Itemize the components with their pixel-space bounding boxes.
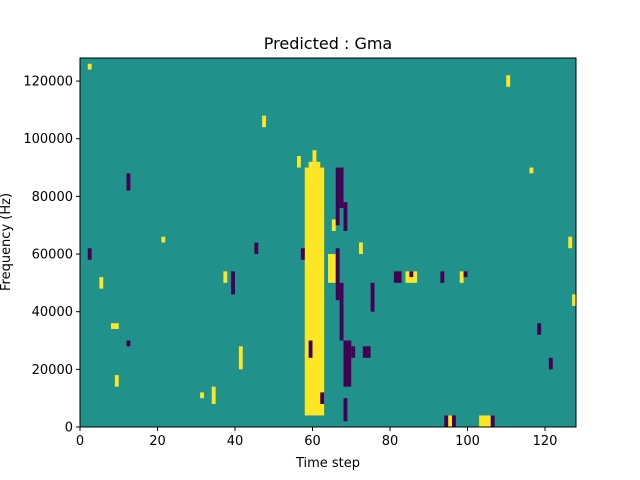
heatmap-cell-1 bbox=[308, 161, 321, 168]
x-tick-label: 100 bbox=[455, 434, 480, 449]
x-tick-label: 20 bbox=[149, 434, 166, 449]
heatmap-cell-44 bbox=[459, 271, 464, 283]
heatmap-cell-3 bbox=[300, 248, 305, 260]
heatmap-cell-24 bbox=[490, 415, 495, 427]
heatmap-cell-46 bbox=[506, 75, 511, 87]
heatmap-cell-6 bbox=[335, 167, 340, 226]
heatmap-cell-51 bbox=[537, 323, 542, 335]
heatmap-cell-37 bbox=[238, 346, 243, 370]
chart-title: Predicted : Gma bbox=[264, 34, 392, 53]
x-tick-label: 40 bbox=[227, 434, 244, 449]
heatmap-cell-33 bbox=[200, 392, 205, 399]
y-tick-label: 100000 bbox=[23, 132, 73, 147]
heatmap-cell-42 bbox=[320, 392, 325, 404]
heatmap-cell-29 bbox=[114, 375, 119, 387]
x-axis-label: Time step bbox=[295, 456, 360, 471]
heatmap-cell-40 bbox=[297, 156, 301, 168]
y-axis-label: Frequency (Hz) bbox=[0, 193, 14, 291]
y-tick-label: 80000 bbox=[32, 190, 73, 205]
heatmap-cell-36 bbox=[231, 271, 236, 295]
y-tick-label: 40000 bbox=[32, 305, 73, 320]
heatmap-cell-22 bbox=[452, 415, 456, 427]
heatmap-cell-13 bbox=[351, 346, 356, 358]
heatmap-cell-34 bbox=[211, 386, 216, 404]
heatmap-cell-5 bbox=[331, 219, 336, 231]
heatmap-cell-19 bbox=[409, 271, 414, 278]
x-tick-label: 120 bbox=[533, 434, 558, 449]
y-tick-label: 120000 bbox=[23, 75, 73, 90]
heatmap-cell-41 bbox=[308, 340, 313, 358]
heatmap-cell-14 bbox=[362, 346, 371, 358]
x-tick-label: 0 bbox=[76, 434, 84, 449]
x-tick-label: 80 bbox=[382, 434, 399, 449]
heatmap-cell-26 bbox=[87, 248, 92, 260]
heatmap-cell-50 bbox=[572, 294, 577, 306]
heatmap-cell-4 bbox=[328, 254, 336, 283]
heatmap-cell-7 bbox=[339, 167, 344, 208]
heatmap-cell-15 bbox=[359, 242, 363, 255]
heatmap-cell-32 bbox=[161, 236, 166, 243]
heatmap-cell-16 bbox=[370, 282, 375, 312]
heatmap-cell-28 bbox=[111, 323, 119, 329]
plot-frame bbox=[79, 57, 577, 428]
heatmap-cell-17 bbox=[393, 271, 402, 283]
y-tick-label: 0 bbox=[65, 421, 73, 436]
heatmap-cell-35 bbox=[223, 271, 228, 283]
heatmap-cell-0 bbox=[304, 167, 325, 416]
heatmap-cell-21 bbox=[444, 415, 449, 427]
y-tick-label: 20000 bbox=[32, 363, 73, 378]
heatmap-cell-43 bbox=[440, 271, 445, 283]
heatmap-cell-20 bbox=[448, 415, 453, 427]
heatmap-cell-8 bbox=[343, 202, 348, 231]
heatmap-cell-47 bbox=[529, 167, 534, 174]
heatmap-cell-25 bbox=[87, 63, 92, 70]
heatmap-cell-49 bbox=[568, 236, 573, 249]
heatmap-area bbox=[79, 57, 577, 428]
y-axis: 0 20000 40000 60000 80000 100000 120000 bbox=[23, 75, 80, 436]
heatmap-cell-10 bbox=[339, 282, 344, 341]
heatmap-cell-45 bbox=[463, 271, 468, 278]
heatmap-background bbox=[80, 58, 576, 427]
heatmap-cell-23 bbox=[479, 415, 491, 427]
heatmap-cell-30 bbox=[126, 340, 131, 347]
x-tick-label: 60 bbox=[304, 434, 321, 449]
heatmap-cell-31 bbox=[126, 173, 131, 191]
heatmap-cell-38 bbox=[254, 242, 259, 255]
x-axis: 0 20 40 60 80 100 120 bbox=[76, 427, 558, 449]
heatmap-cells bbox=[87, 63, 577, 427]
heatmap-cell-12 bbox=[343, 398, 348, 422]
heatmap-cell-39 bbox=[262, 115, 267, 128]
heatmap-cell-11 bbox=[343, 340, 352, 387]
y-tick-label: 60000 bbox=[32, 248, 73, 263]
heatmap-cell-48 bbox=[548, 357, 553, 370]
heatmap-cell-2 bbox=[312, 150, 317, 162]
heatmap-cell-27 bbox=[99, 277, 104, 289]
heatmap-cell-9 bbox=[335, 248, 340, 301]
